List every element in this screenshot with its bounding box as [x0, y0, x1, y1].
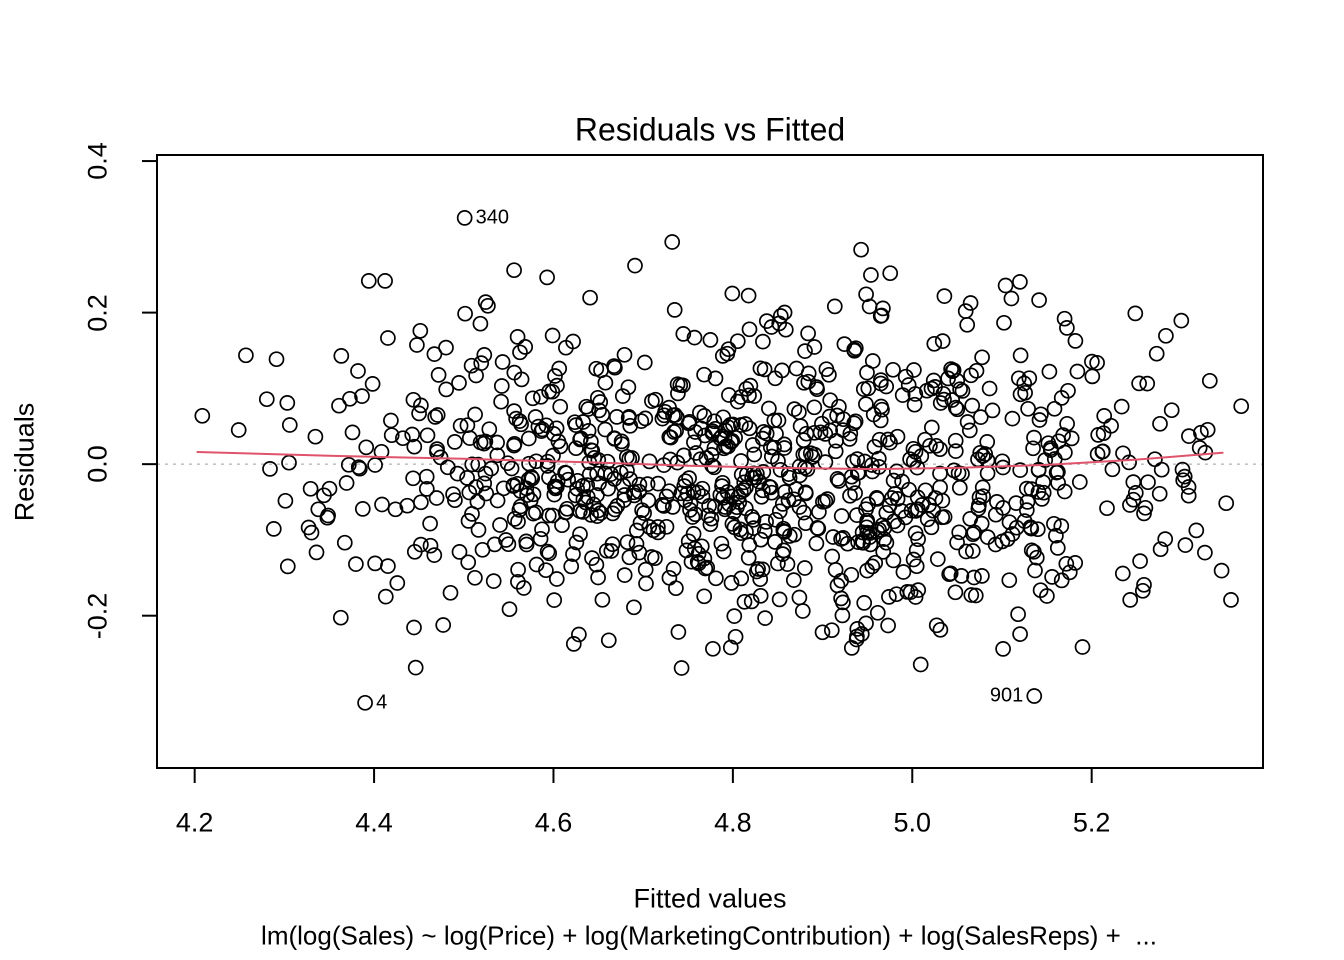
plot-border — [156, 154, 1264, 769]
scatter-points — [194, 234, 1250, 676]
outlier-points — [357, 210, 1043, 711]
x-axis-title: Fitted values — [633, 883, 787, 914]
y-axis-title: Residuals — [9, 402, 40, 522]
x-axis-ticks — [193, 768, 1093, 783]
smoother-line — [196, 451, 1224, 471]
y-axis-ticks — [142, 160, 157, 617]
model-formula-caption: lm(log(Sales) ~ log(Price) + log(Marketi… — [261, 920, 1157, 951]
plot-title: Residuals vs Fitted — [574, 111, 846, 148]
